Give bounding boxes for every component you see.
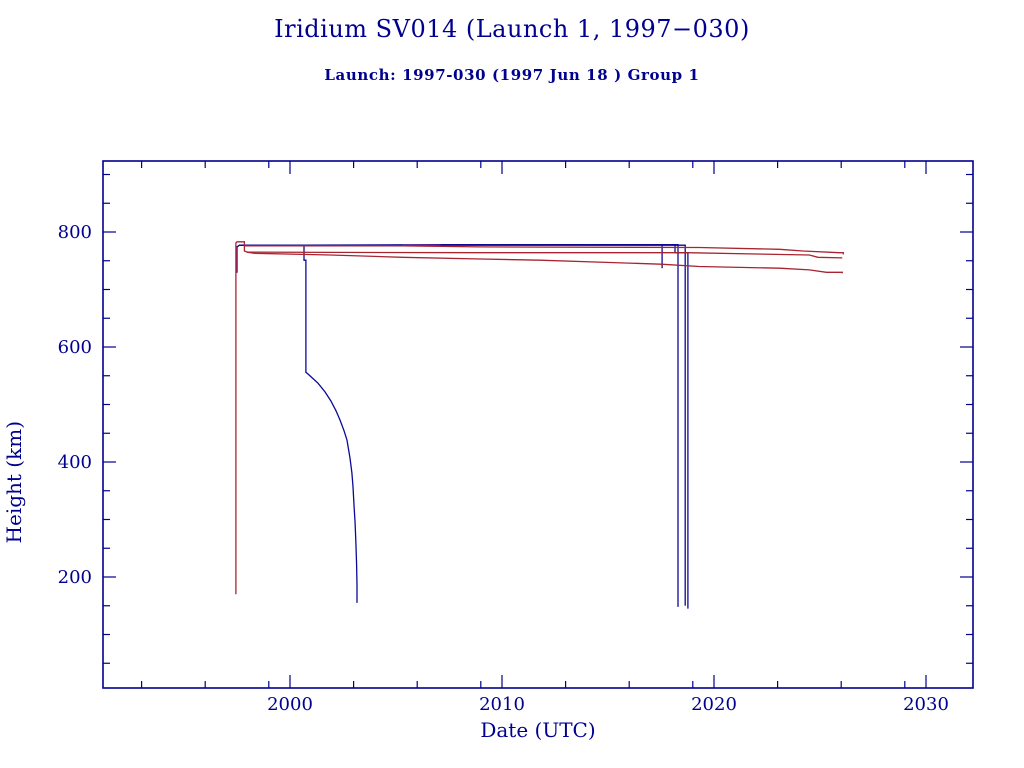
x-tick-label: 2010 (479, 694, 525, 715)
y-tick-label: 800 (58, 222, 92, 243)
series-payload-failed-decay-2003 (303, 245, 358, 603)
chart-subtitle: Launch: 1997-030 (1997 Jun 18 ) Group 1 (324, 66, 700, 84)
x-axis-label: Date (UTC) (480, 718, 596, 742)
y-tick-label: 400 (58, 452, 92, 473)
chart-title: Iridium SV014 (Launch 1, 1997−030) (274, 15, 750, 43)
y-tick-label: 600 (58, 337, 92, 358)
series-rocket-stage-2-slow-decay (243, 245, 843, 259)
x-tick-label: 2020 (691, 694, 737, 715)
x-tick-label: 2000 (267, 694, 313, 715)
y-tick-label: 200 (58, 567, 92, 588)
series-rocket-stage-3-slow-decay (246, 251, 843, 274)
x-tick-label: 2030 (903, 694, 949, 715)
plot-frame (102, 160, 974, 689)
series-payload-orbit-raise-and-deorbit-2018a (236, 244, 679, 607)
series-payload-lowered-then-deorbit-2018c (674, 244, 689, 609)
series-rocket-stage-ascent-and-slow-decay (235, 241, 844, 595)
